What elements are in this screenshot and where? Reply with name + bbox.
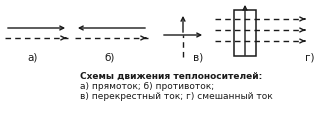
Text: в) перекрестный ток; г) смешанный ток: в) перекрестный ток; г) смешанный ток	[80, 92, 273, 101]
Text: Схемы движения теплоносителей:: Схемы движения теплоносителей:	[80, 72, 262, 81]
Text: б): б)	[105, 52, 115, 62]
Text: г): г)	[306, 52, 315, 62]
Text: в): в)	[193, 52, 203, 62]
Bar	[234, 10, 256, 56]
Text: а): а)	[28, 52, 38, 62]
Text: а) прямоток; б) противоток;: а) прямоток; б) противоток;	[80, 82, 214, 91]
